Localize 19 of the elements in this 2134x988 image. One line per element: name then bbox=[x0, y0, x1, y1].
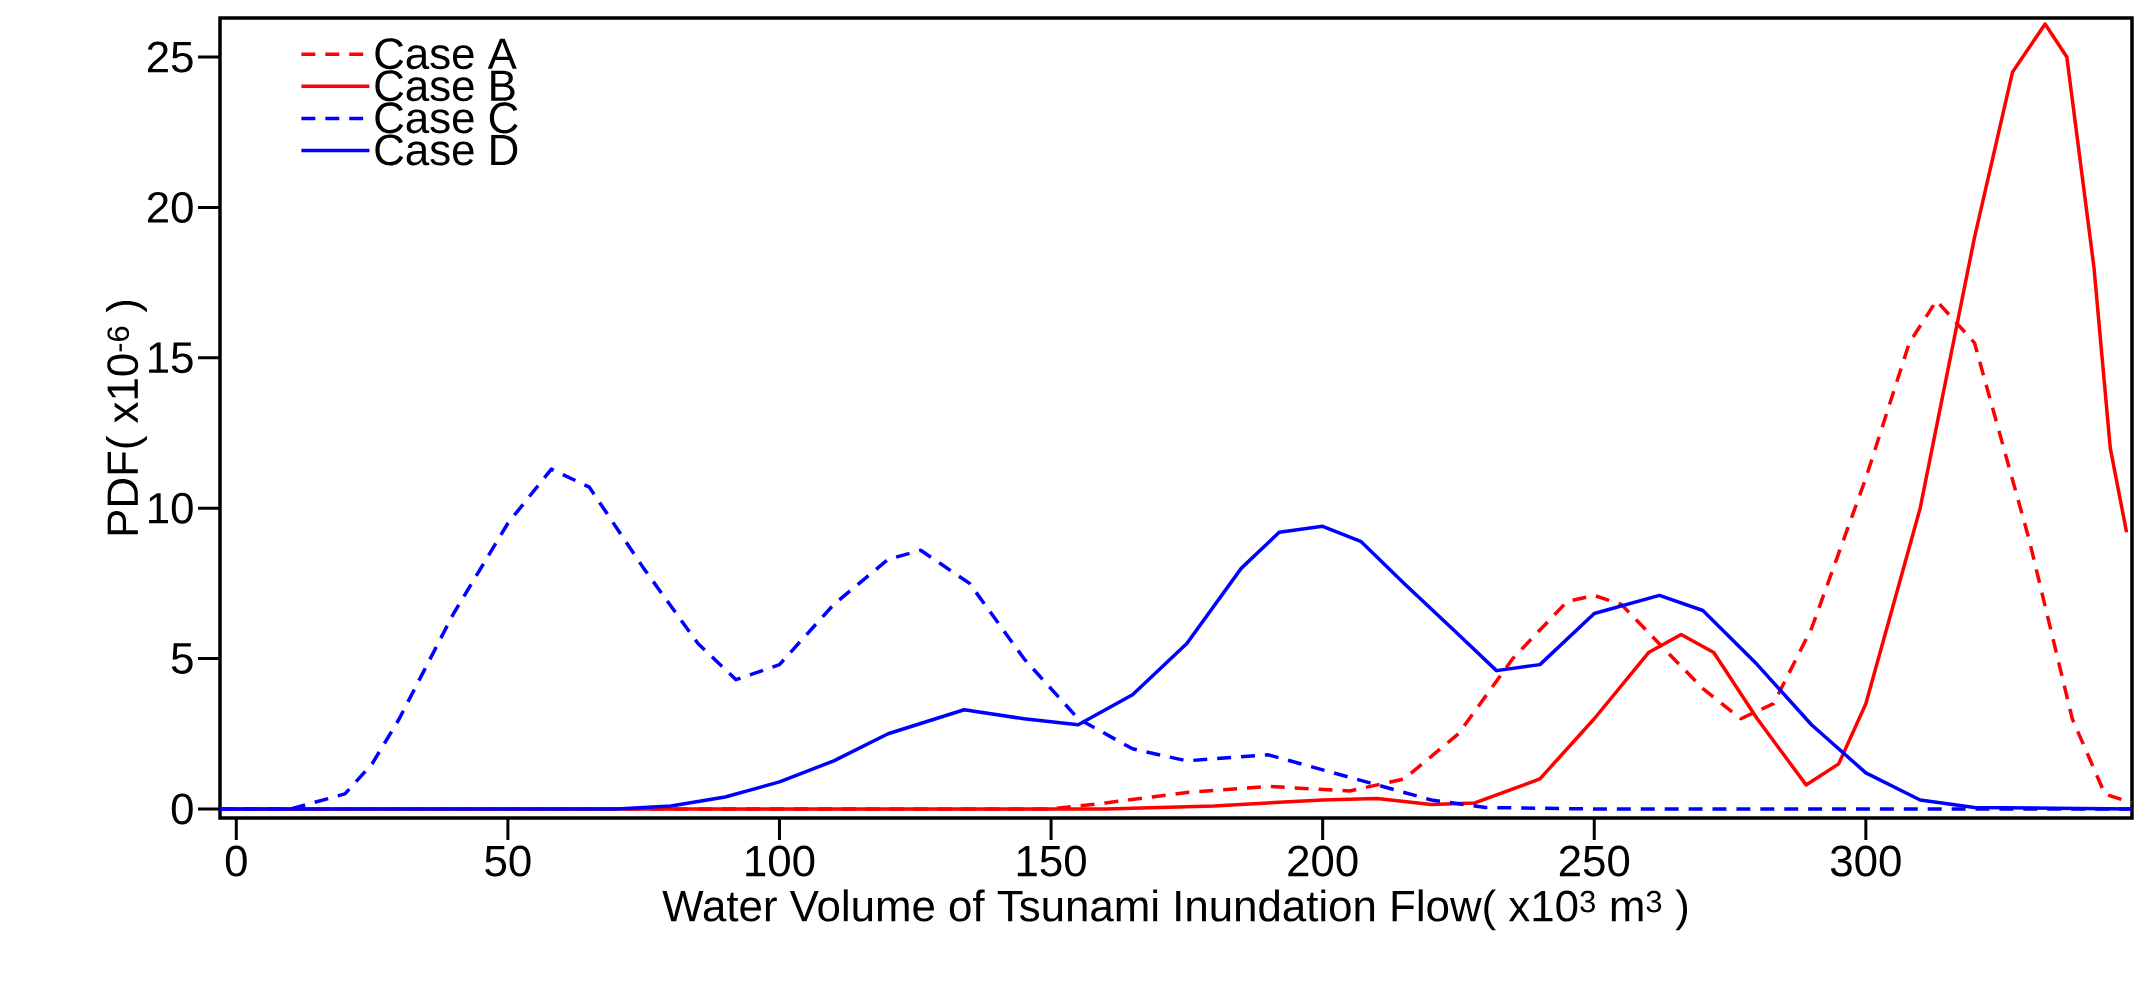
legend-label: Case B bbox=[375, 70, 515, 102]
y-tick-label: 5 bbox=[171, 643, 193, 674]
x-tick-label: 150 bbox=[1017, 845, 1086, 877]
x-tick-label: 50 bbox=[485, 845, 531, 877]
y-tick-label: 0 bbox=[171, 793, 193, 825]
x-tick-label: 0 bbox=[225, 845, 247, 877]
y-tick-label: 20 bbox=[147, 191, 193, 223]
x-tick-label: 300 bbox=[1830, 845, 1901, 877]
y-axis-title: PDF( x10$^{-6}$ ) bbox=[106, 300, 147, 535]
y-tick-label: 25 bbox=[147, 41, 193, 73]
x-tick-label: 200 bbox=[1288, 845, 1358, 877]
x-tick-label: 100 bbox=[746, 845, 815, 877]
legend-label: Case C bbox=[375, 102, 518, 134]
legend-label: Case A bbox=[375, 38, 517, 70]
x-tick-label: 250 bbox=[1559, 845, 1630, 877]
x-axis-title: Water Volume of Tsunami Inundation Flow( x10$^{3}$ m$^{3}$ ) bbox=[662, 889, 1688, 931]
y-tick-label: 15 bbox=[149, 342, 193, 374]
legend-label: Case D bbox=[375, 134, 518, 166]
y-tick-label: 10 bbox=[149, 492, 193, 524]
